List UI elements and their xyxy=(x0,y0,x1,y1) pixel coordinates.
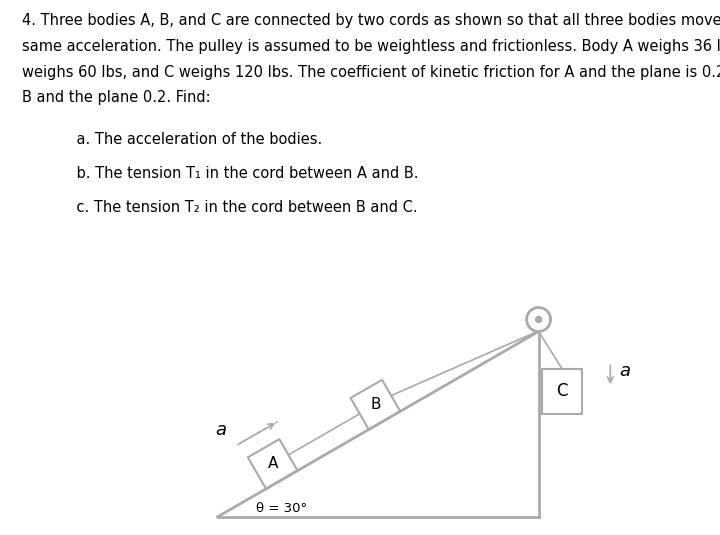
Circle shape xyxy=(536,317,541,323)
Text: θ = 30°: θ = 30° xyxy=(256,502,307,515)
Text: b. The tension T₁ in the cord between A and B.: b. The tension T₁ in the cord between A … xyxy=(58,166,418,181)
Text: A: A xyxy=(268,456,278,471)
Text: weighs 60 lbs, and C weighs 120 lbs. The coefficient of kinetic friction for A a: weighs 60 lbs, and C weighs 120 lbs. The… xyxy=(22,65,720,80)
Text: a. The acceleration of the bodies.: a. The acceleration of the bodies. xyxy=(58,132,322,147)
Text: C: C xyxy=(557,383,568,400)
Text: a: a xyxy=(215,421,226,439)
Text: same acceleration. The pulley is assumed to be weightless and frictionless. Body: same acceleration. The pulley is assumed… xyxy=(22,39,720,54)
Text: B: B xyxy=(370,397,381,412)
Text: c. The tension T₂ in the cord between B and C.: c. The tension T₂ in the cord between B … xyxy=(58,200,417,215)
Text: 4. Three bodies A, B, and C are connected by two cords as shown so that all thre: 4. Three bodies A, B, and C are connecte… xyxy=(22,13,720,28)
Text: B and the plane 0.2. Find:: B and the plane 0.2. Find: xyxy=(22,90,210,105)
Text: a: a xyxy=(619,362,630,379)
